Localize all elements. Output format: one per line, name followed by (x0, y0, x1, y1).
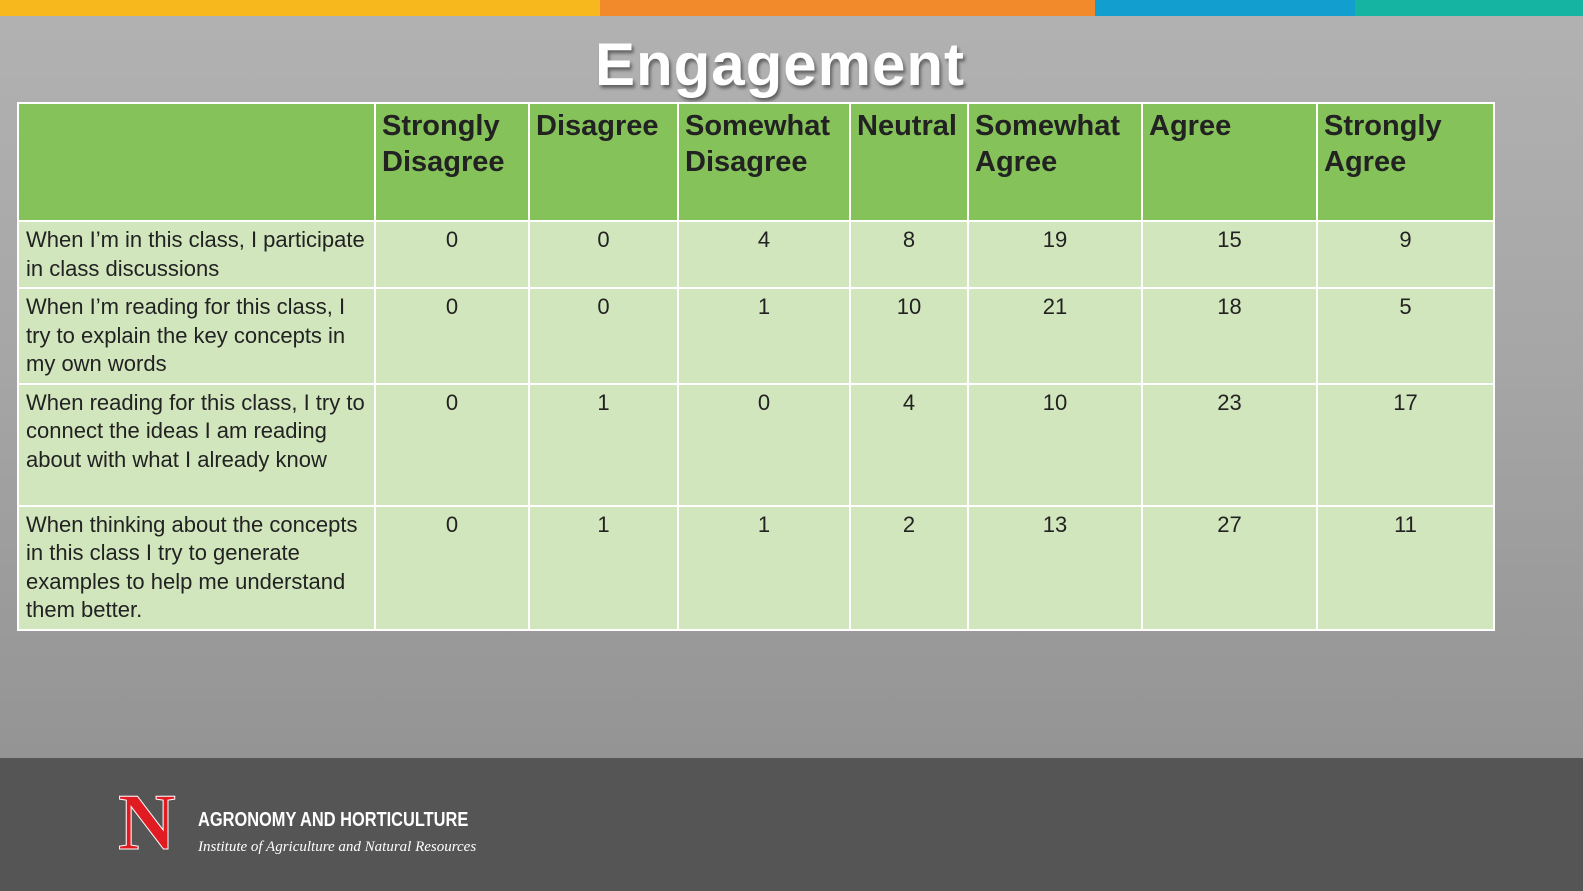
table-cell: 2 (849, 504, 969, 631)
table-cell: 0 (528, 220, 679, 289)
header-cell: Neutral (849, 102, 969, 222)
footer-bar: N AGRONOMY AND HORTICULTURE Institute of… (0, 758, 1583, 891)
engagement-table: Strongly Disagree Disagree Somewhat Disa… (17, 102, 1495, 631)
table-row: When reading for this class, I try to co… (17, 382, 1495, 507)
table-cell: 23 (1141, 382, 1318, 507)
table-cell: 5 (1316, 287, 1495, 385)
row-label: When thinking about the concepts in this… (17, 504, 376, 631)
table-cell: 1 (677, 504, 851, 631)
row-label: When reading for this class, I try to co… (17, 382, 376, 507)
slide-title: Engagement (594, 31, 966, 98)
table-cell: 0 (677, 382, 851, 507)
table-cell: 0 (374, 504, 530, 631)
table-cell: 19 (967, 220, 1143, 289)
table-cell: 10 (849, 287, 969, 385)
table-header-row: Strongly Disagree Disagree Somewhat Disa… (17, 102, 1495, 222)
table-cell: 17 (1316, 382, 1495, 507)
table-cell: 11 (1316, 504, 1495, 631)
row-label: When I’m in this class, I participate in… (17, 220, 376, 289)
header-cell: Somewhat Agree (967, 102, 1143, 222)
table-cell: 21 (967, 287, 1143, 385)
header-cell: Disagree (528, 102, 679, 222)
table-cell: 9 (1316, 220, 1495, 289)
table-cell: 0 (374, 287, 530, 385)
table-cell: 15 (1141, 220, 1318, 289)
table-cell: 0 (528, 287, 679, 385)
table-cell: 1 (677, 287, 851, 385)
institute-name: Institute of Agriculture and Natural Res… (198, 839, 477, 855)
table-cell: 8 (849, 220, 969, 289)
table-row: When I’m reading for this class, I try t… (17, 287, 1495, 385)
accent-yellow (0, 0, 600, 16)
accent-blue (1095, 0, 1355, 16)
table-cell: 0 (374, 382, 530, 507)
header-cell: Somewhat Disagree (677, 102, 851, 222)
header-cell: Strongly Agree (1316, 102, 1495, 222)
table-row: When I’m in this class, I participate in… (17, 220, 1495, 289)
table-row: When thinking about the concepts in this… (17, 504, 1495, 631)
table-cell: 4 (677, 220, 851, 289)
top-accent-bar (0, 0, 1583, 16)
table-cell: 0 (374, 220, 530, 289)
table-cell: 1 (528, 504, 679, 631)
department-name: AGRONOMY AND HORTICULTURE (198, 809, 469, 831)
table-cell: 13 (967, 504, 1143, 631)
table-cell: 27 (1141, 504, 1318, 631)
header-cell (17, 102, 376, 222)
header-cell: Strongly Disagree (374, 102, 530, 222)
row-label: When I’m reading for this class, I try t… (17, 287, 376, 385)
table-cell: 1 (528, 382, 679, 507)
table-cell: 4 (849, 382, 969, 507)
table-cell: 10 (967, 382, 1143, 507)
header-cell: Agree (1141, 102, 1318, 222)
accent-orange (600, 0, 1095, 16)
table-cell: 18 (1141, 287, 1318, 385)
university-n-logo: N (118, 779, 177, 867)
accent-teal (1355, 0, 1583, 16)
